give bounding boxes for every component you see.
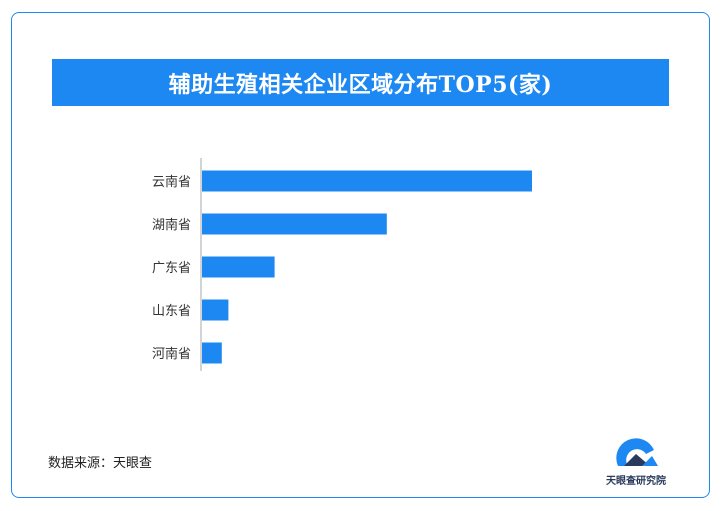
bar-3 [202, 256, 275, 278]
bar-5 [202, 342, 222, 364]
category-label-3: 广东省 [152, 261, 191, 276]
title-banner: 辅助生殖相关企业区域分布TOP5(家) [52, 59, 669, 106]
tianyancha-logo-icon [616, 438, 658, 466]
category-label-4: 山东省 [152, 304, 191, 319]
category-label-1: 云南省 [152, 174, 191, 190]
bar-1 [202, 170, 532, 192]
category-label-2: 湖南省 [152, 217, 191, 233]
category-label-5: 河南省 [152, 346, 191, 362]
tianyancha-logo: 天眼查研究院 [598, 432, 674, 488]
bar-2 [202, 213, 387, 235]
logo-text: 天眼查研究院 [606, 476, 666, 487]
source-note: 数据来源：天眼查 [48, 456, 153, 471]
bar-4 [202, 299, 229, 321]
chart-title: 辅助生殖相关企业区域分布TOP5(家) [168, 71, 553, 98]
